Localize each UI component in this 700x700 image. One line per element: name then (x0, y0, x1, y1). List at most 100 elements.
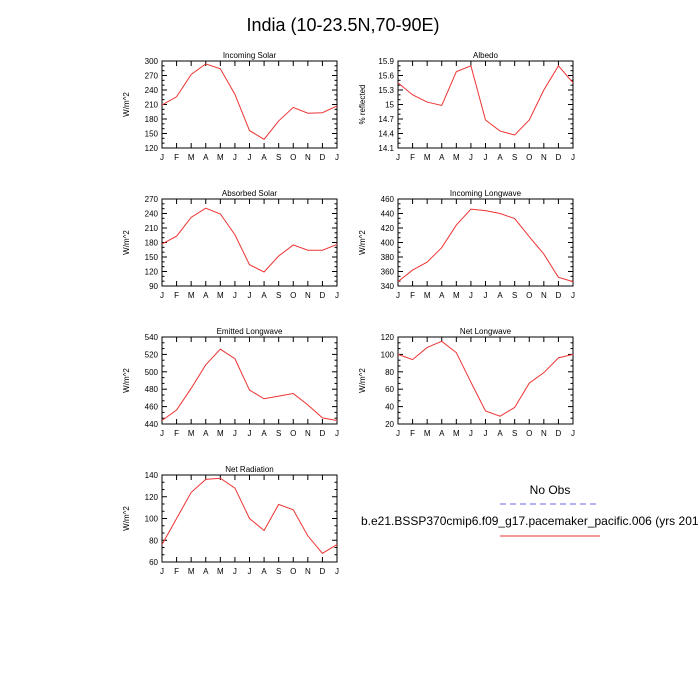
y-tick-label: 270 (145, 195, 159, 204)
x-tick-label: N (305, 429, 311, 438)
y-tick-label: 440 (145, 420, 159, 429)
y-tick-label: 210 (145, 101, 159, 110)
plot-frame (161, 60, 338, 149)
x-tick-label: J (335, 291, 339, 300)
y-tick-label: 180 (145, 239, 159, 248)
series-line (397, 208, 574, 283)
y-tick-label: 380 (381, 253, 395, 262)
x-tick-label: A (261, 567, 267, 576)
x-tick-label: M (188, 291, 195, 300)
x-tick-label: M (217, 291, 224, 300)
y-tick-label: 480 (145, 385, 159, 394)
x-tick-label: D (556, 429, 562, 438)
x-tick-label: J (335, 153, 339, 162)
y-tick-label: 240 (145, 210, 159, 219)
y-tick-label: 400 (381, 239, 395, 248)
x-tick-label: D (320, 153, 326, 162)
x-tick-label: J (396, 291, 400, 300)
y-tick-label: 15 (385, 101, 394, 110)
x-tick-label: J (469, 153, 473, 162)
plot-frame (397, 60, 574, 149)
x-tick-label: N (305, 567, 311, 576)
y-tick-label: 14.7 (378, 115, 394, 124)
x-tick-label: O (290, 567, 296, 576)
x-tick-label: D (320, 567, 326, 576)
y-tick-label: 150 (145, 253, 159, 262)
y-tick-label: 120 (145, 144, 159, 153)
legend-obs-label: No Obs (530, 483, 571, 497)
x-tick-label: F (174, 153, 179, 162)
x-tick-label: M (453, 291, 460, 300)
x-tick-label: A (261, 153, 267, 162)
x-tick-label: J (396, 429, 400, 438)
x-tick-label: F (174, 567, 179, 576)
panel-absorbed-solar: J F M A M J J A S O N D J90120150180210240270Absorbe… (122, 189, 339, 300)
x-tick-label: D (556, 153, 562, 162)
y-tick-label: 440 (381, 210, 395, 219)
x-tick-label: J (571, 429, 575, 438)
x-tick-label: N (305, 153, 311, 162)
plot-frame (397, 198, 574, 287)
x-tick-label: J (469, 291, 473, 300)
x-tick-label: J (335, 429, 339, 438)
y-tick-label: 60 (149, 558, 158, 567)
x-tick-label: A (261, 429, 267, 438)
x-tick-label: A (497, 429, 503, 438)
x-tick-label: M (424, 291, 431, 300)
panel-title: Absorbed Solar (222, 189, 277, 198)
x-tick-label: M (188, 429, 195, 438)
x-tick-label: S (512, 153, 517, 162)
panel-title: Net Longwave (460, 327, 512, 336)
x-tick-label: A (203, 429, 209, 438)
y-tick-label: 90 (149, 282, 158, 291)
x-tick-label: J (484, 429, 488, 438)
x-tick-label: J (160, 567, 164, 576)
x-tick-label: A (203, 153, 209, 162)
x-tick-label: A (203, 567, 209, 576)
y-tick-label: 100 (381, 350, 395, 359)
x-tick-label: M (424, 153, 431, 162)
x-tick-label: F (174, 291, 179, 300)
x-tick-label: N (541, 429, 547, 438)
x-tick-label: O (290, 429, 296, 438)
panel-incoming-solar: J F M A M J J A S O N D J120150180210240270300Incomi… (122, 51, 339, 162)
x-tick-label: A (439, 429, 445, 438)
x-tick-label: J (160, 291, 164, 300)
y-axis-label: W/m^2 (122, 92, 131, 117)
panels: J F M A M J J A S O N D J120150180210240270300Incomi… (122, 51, 575, 576)
y-tick-label: 500 (145, 368, 159, 377)
y-tick-label: 15.6 (378, 72, 394, 81)
x-tick-label: A (203, 291, 209, 300)
y-axis-label: W/m^2 (122, 368, 131, 393)
y-tick-label: 100 (145, 515, 159, 524)
x-tick-label: D (556, 291, 562, 300)
y-tick-label: 60 (385, 385, 394, 394)
panel-title: Incoming Solar (223, 51, 277, 60)
x-tick-label: J (233, 567, 237, 576)
x-tick-label: A (497, 153, 503, 162)
y-tick-label: 15.9 (378, 57, 394, 66)
x-tick-label: F (410, 291, 415, 300)
panel-incoming-longwave: J F M A M J J A S O N D J340360380400420440460Incomi… (358, 189, 575, 300)
x-tick-label: J (248, 291, 252, 300)
y-tick-label: 180 (145, 115, 159, 124)
y-axis-label: % reflected (358, 84, 367, 124)
y-tick-label: 360 (381, 268, 395, 277)
x-tick-label: J (396, 153, 400, 162)
series-line (161, 348, 338, 422)
x-tick-label: D (320, 429, 326, 438)
plot-frame (161, 336, 338, 425)
x-tick-label: F (410, 153, 415, 162)
y-tick-label: 240 (145, 86, 159, 95)
panel-title: Net Radiation (225, 465, 273, 474)
x-tick-label: J (233, 429, 237, 438)
x-tick-label: S (512, 291, 517, 300)
y-tick-label: 140 (145, 471, 159, 480)
x-tick-label: M (453, 429, 460, 438)
y-tick-label: 420 (381, 224, 395, 233)
series-line (161, 477, 338, 554)
x-tick-label: J (335, 567, 339, 576)
